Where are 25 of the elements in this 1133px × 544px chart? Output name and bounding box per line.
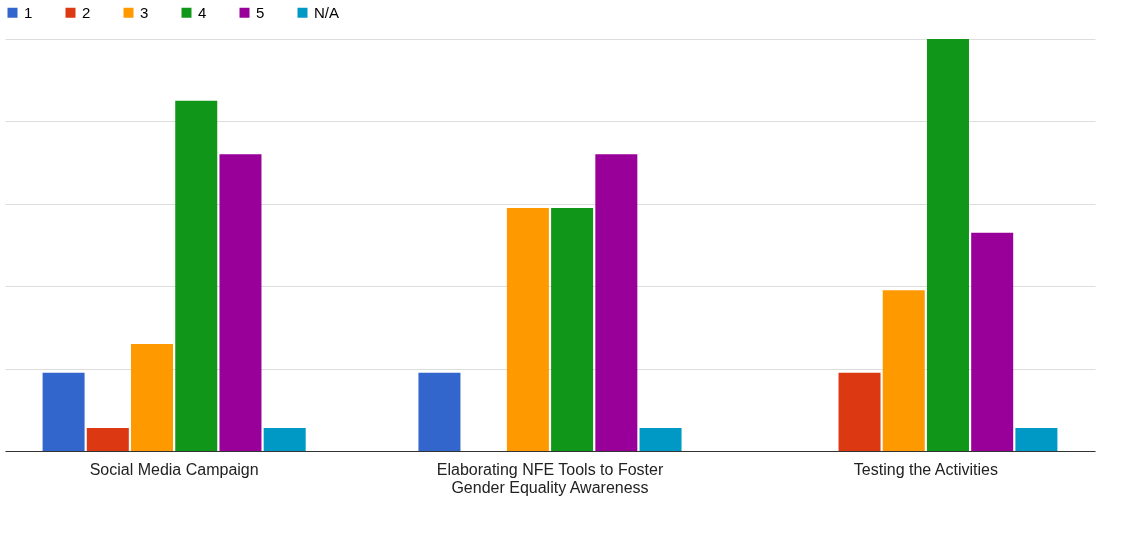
bar <box>42 372 85 451</box>
legend-label: 1 <box>24 3 33 21</box>
bar <box>971 232 1014 451</box>
bar <box>418 372 461 451</box>
bar <box>882 290 925 451</box>
legend-label: 3 <box>140 3 149 21</box>
legend-label: 2 <box>82 3 91 21</box>
bar <box>595 154 638 451</box>
bar <box>551 207 594 451</box>
bar <box>926 39 969 451</box>
x-tick-label: Social Media Campaign <box>89 460 259 478</box>
bar <box>86 427 129 451</box>
bar <box>639 427 682 451</box>
legend-label: 5 <box>256 3 265 21</box>
bar <box>131 343 174 451</box>
x-tick-label: Elaborating NFE Tools to Foster Gender Equality Awareness <box>436 460 664 496</box>
legend-label: 4 <box>198 3 207 21</box>
legend-label: N/A <box>314 3 340 21</box>
bar <box>506 207 549 451</box>
bar <box>219 154 262 451</box>
x-tick-label: Testing the Activities <box>853 460 998 478</box>
bar <box>1015 427 1058 451</box>
bar <box>838 372 881 451</box>
bar <box>175 100 218 451</box>
bar <box>263 427 306 451</box>
